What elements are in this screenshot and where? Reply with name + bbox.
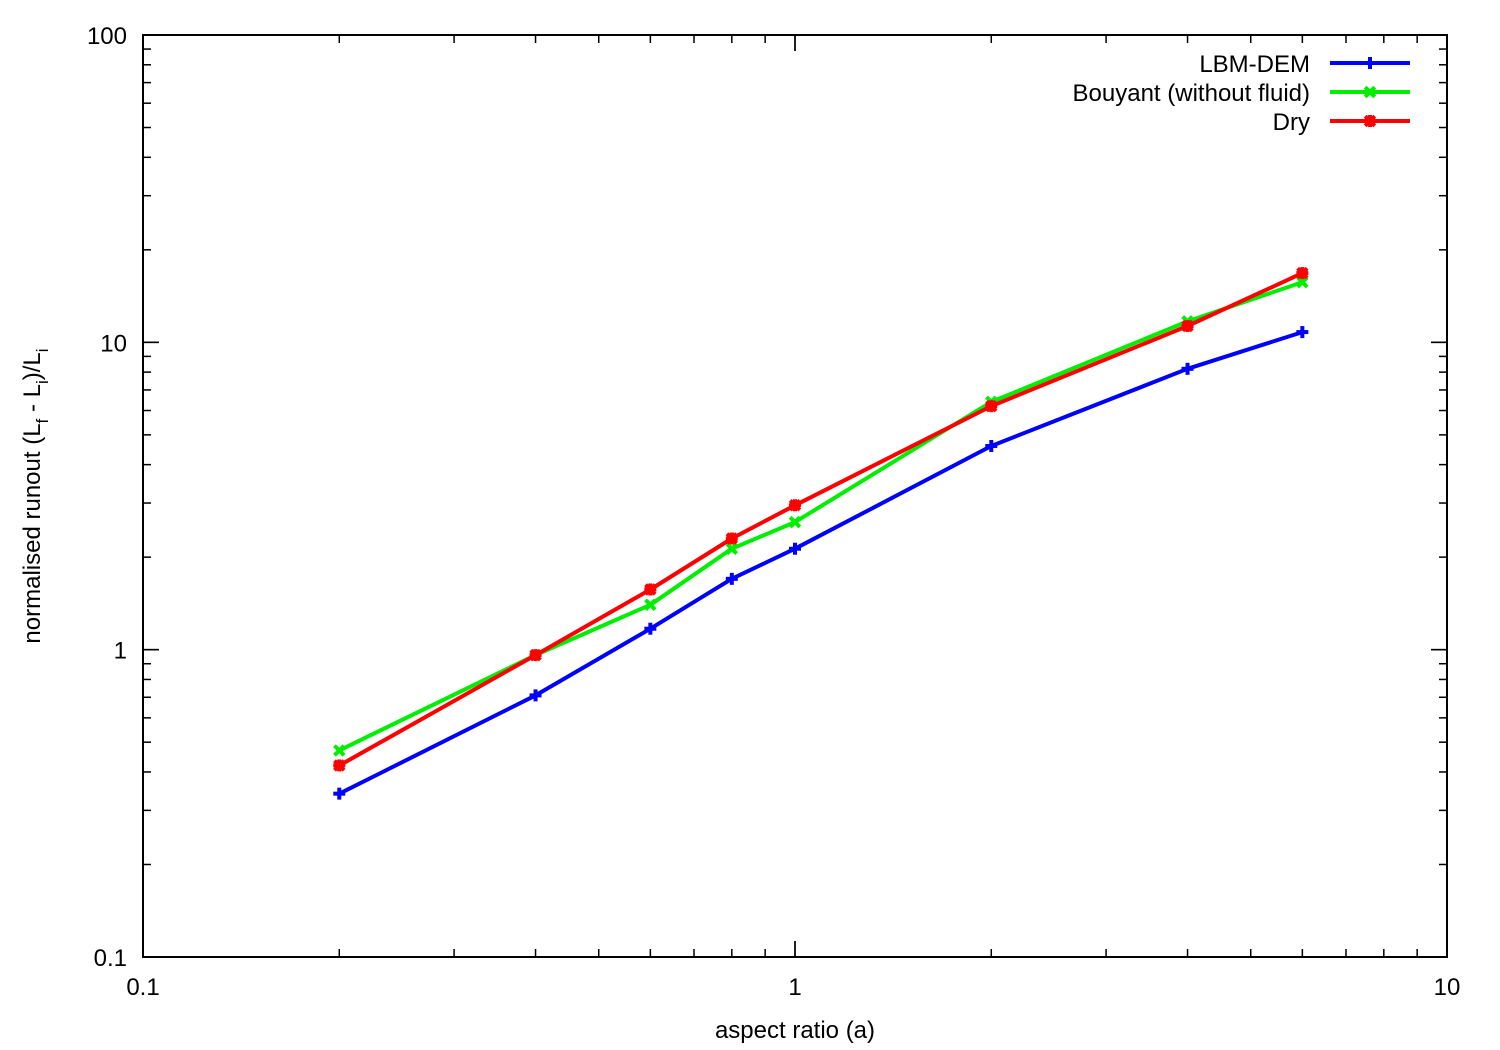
data-point-marker (1296, 326, 1309, 339)
data-point-marker (644, 598, 657, 611)
tick-labels: 0.1 1 10 0.1 1 10 100 (87, 23, 1460, 1001)
legend-label: LBM-DEM (1199, 51, 1310, 78)
data-point-marker (529, 689, 542, 702)
y-axis-title: normalised runout (Lf - Li)/Li (19, 348, 52, 643)
legend-item: Bouyant (without fluid) (1073, 80, 1410, 107)
y-axis-title-part: - L (19, 384, 46, 419)
data-point-marker (789, 542, 801, 555)
data-point-marker (644, 622, 657, 635)
data-point-marker (1181, 319, 1194, 333)
data-point-marker (644, 583, 657, 596)
x-tick-label: 1 (788, 974, 801, 1001)
data-point-marker (725, 542, 739, 555)
x-tick-label: 10 (1434, 974, 1461, 1001)
series-line (338, 330, 1304, 796)
data-point-marker (333, 787, 346, 800)
data-point-marker (1296, 266, 1309, 280)
series-line (338, 271, 1304, 768)
y-axis-title-subscript: i (33, 380, 52, 384)
series-group (333, 266, 1309, 800)
data-point-marker (333, 759, 346, 772)
y-tick-label: 100 (87, 23, 127, 50)
x-tick-label: 0.1 (126, 974, 159, 1001)
y-axis-title-subscript: i (33, 348, 52, 352)
data-point-marker (529, 648, 542, 662)
y-axis-title-subscript: f (33, 418, 52, 423)
legend-label: Bouyant (without fluid) (1073, 80, 1310, 107)
axis-ticks (142, 34, 1448, 958)
data-point-marker (788, 499, 802, 512)
data-point-marker (1363, 114, 1377, 128)
y-tick-label: 10 (100, 330, 127, 357)
data-point-marker (1363, 85, 1377, 99)
plot-frame (142, 34, 1448, 958)
x-axis-title: aspect ratio (a) (715, 1017, 875, 1044)
series-line (338, 280, 1304, 753)
y-axis-title-part: )/L (19, 352, 46, 380)
y-tick-label: 0.1 (94, 945, 127, 972)
data-point-marker (1181, 362, 1194, 375)
series-0 (333, 326, 1309, 800)
data-point-marker (788, 515, 802, 529)
y-tick-label: 1 (114, 638, 127, 665)
legend-label: Dry (1273, 109, 1310, 136)
data-point-marker (1364, 57, 1376, 69)
data-point-marker (333, 744, 346, 757)
legend-item: LBM-DEM (1199, 51, 1410, 78)
data-point-marker (985, 399, 998, 413)
series-1 (333, 275, 1309, 757)
legend-item: Dry (1273, 109, 1410, 136)
data-point-marker (725, 532, 739, 545)
y-axis-title-part: normalised runout (L (19, 423, 46, 643)
series-2 (333, 266, 1309, 772)
data-point-marker (725, 572, 738, 585)
data-point-marker (985, 439, 998, 452)
